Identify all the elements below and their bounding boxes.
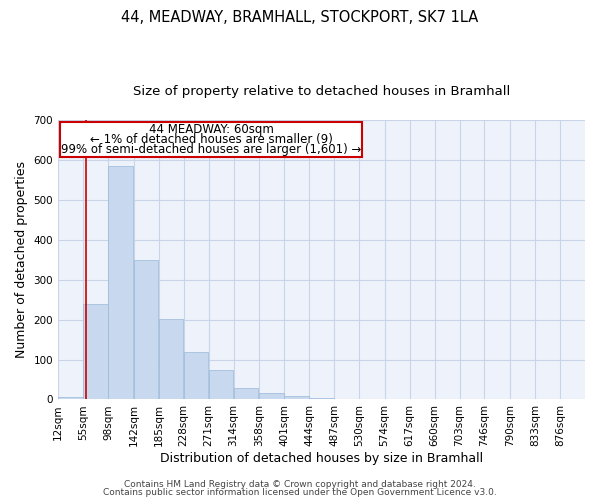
Bar (233, 388, 259, 400)
Bar (209, 370, 233, 400)
Bar (158, 319, 184, 400)
Bar (184, 352, 208, 400)
Text: 44 MEADWAY: 60sqm: 44 MEADWAY: 60sqm (149, 123, 274, 136)
Bar (334, 398, 359, 400)
Bar (83, 304, 108, 400)
Text: ← 1% of detached houses are smaller (9): ← 1% of detached houses are smaller (9) (89, 133, 332, 146)
Bar (58, 398, 83, 400)
Text: 44, MEADWAY, BRAMHALL, STOCKPORT, SK7 1LA: 44, MEADWAY, BRAMHALL, STOCKPORT, SK7 1L… (121, 10, 479, 25)
Title: Size of property relative to detached houses in Bramhall: Size of property relative to detached ho… (133, 85, 510, 98)
Text: Contains HM Land Registry data © Crown copyright and database right 2024.: Contains HM Land Registry data © Crown c… (124, 480, 476, 489)
Y-axis label: Number of detached properties: Number of detached properties (15, 161, 28, 358)
Bar (309, 398, 334, 400)
Text: Contains public sector information licensed under the Open Government Licence v3: Contains public sector information licen… (103, 488, 497, 497)
Bar (108, 166, 133, 400)
Bar (259, 394, 284, 400)
X-axis label: Distribution of detached houses by size in Bramhall: Distribution of detached houses by size … (160, 452, 483, 465)
Bar (284, 396, 309, 400)
Bar (134, 260, 158, 400)
Text: 99% of semi-detached houses are larger (1,601) →: 99% of semi-detached houses are larger (… (61, 143, 361, 156)
FancyBboxPatch shape (61, 122, 362, 157)
